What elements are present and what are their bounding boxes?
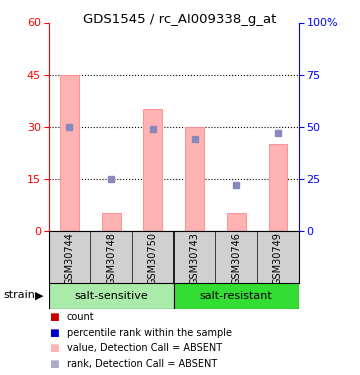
Text: ■: ■ [49,328,58,338]
Text: GSM30748: GSM30748 [106,232,116,285]
Text: GSM30746: GSM30746 [231,232,241,285]
Text: ■: ■ [49,344,58,353]
Text: ▶: ▶ [35,291,44,300]
Text: rank, Detection Call = ABSENT: rank, Detection Call = ABSENT [67,359,217,369]
Text: GSM30749: GSM30749 [273,232,283,285]
Bar [185,127,204,231]
Text: strain: strain [4,291,36,300]
Text: count: count [67,312,94,322]
Text: GSM30743: GSM30743 [190,232,199,285]
Text: GSM30750: GSM30750 [148,232,158,285]
Text: salt-resistant: salt-resistant [200,291,273,301]
Bar [144,109,162,231]
Bar [49,283,174,309]
Text: GSM30744: GSM30744 [64,232,75,285]
Bar [269,144,287,231]
Text: ■: ■ [49,359,58,369]
Text: percentile rank within the sample: percentile rank within the sample [67,328,231,338]
Bar [174,283,299,309]
Bar [102,213,121,231]
Bar [60,75,79,231]
Bar [227,213,246,231]
Text: value, Detection Call = ABSENT: value, Detection Call = ABSENT [67,344,222,353]
Text: GDS1545 / rc_AI009338_g_at: GDS1545 / rc_AI009338_g_at [83,13,277,26]
Text: salt-sensitive: salt-sensitive [74,291,148,301]
Text: ■: ■ [49,312,58,322]
